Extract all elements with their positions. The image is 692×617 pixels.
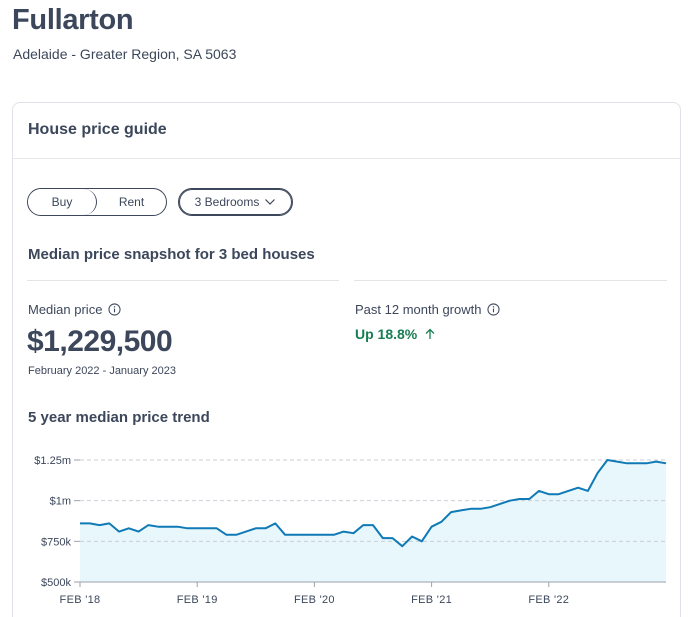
data-point xyxy=(470,508,472,510)
data-point xyxy=(138,531,140,533)
data-point xyxy=(128,527,130,529)
data-point xyxy=(548,493,550,495)
data-point xyxy=(646,462,648,464)
info-circle-icon[interactable] xyxy=(108,303,122,316)
snapshot-divider-right xyxy=(354,280,667,281)
price-trend-chart: $1.25m $1m $750k $500k FEB '18 FEB '19 FEB '20… xyxy=(34,455,667,606)
suburb-location: Adelaide - Greater Region, SA 5063 xyxy=(13,46,237,62)
data-point xyxy=(294,534,296,536)
data-point xyxy=(284,534,286,536)
data-point xyxy=(343,531,345,533)
data-point xyxy=(421,540,423,542)
data-point xyxy=(392,537,394,539)
bedrooms-dropdown[interactable]: 3 Bedrooms xyxy=(178,188,293,216)
data-point xyxy=(509,500,511,502)
y-tick-label: $750k xyxy=(41,536,71,548)
median-price-label-text: Median price xyxy=(28,302,103,317)
data-point xyxy=(157,526,159,528)
data-point xyxy=(265,527,267,529)
median-price-period: February 2022 - January 2023 xyxy=(28,365,176,377)
data-point xyxy=(499,503,501,505)
snapshot-title: Median price snapshot for 3 bed houses xyxy=(28,246,315,263)
buy-toggle-button[interactable]: Buy xyxy=(28,189,97,215)
data-point xyxy=(353,532,355,534)
y-tick-label: $1m xyxy=(50,496,71,508)
data-point xyxy=(655,461,657,463)
data-point xyxy=(216,527,218,529)
data-point xyxy=(196,527,198,529)
data-point xyxy=(313,534,315,536)
data-point xyxy=(479,508,481,510)
data-point xyxy=(577,487,579,489)
data-point xyxy=(665,462,667,464)
growth-value: Up 18.8% xyxy=(355,326,436,342)
data-point xyxy=(440,521,442,523)
rent-toggle-button[interactable]: Rent xyxy=(118,195,145,209)
data-point xyxy=(255,527,257,529)
x-tick-label: FEB '18 xyxy=(60,594,101,606)
growth-label: Past 12 month growth xyxy=(355,302,501,317)
data-point xyxy=(304,534,306,536)
data-point xyxy=(431,526,433,528)
info-circle-icon[interactable] xyxy=(487,303,501,316)
data-point xyxy=(362,524,364,526)
data-point xyxy=(118,531,120,533)
data-point xyxy=(450,511,452,513)
data-point xyxy=(597,472,599,474)
x-tick-label: FEB '22 xyxy=(528,594,569,606)
data-point xyxy=(519,498,521,500)
y-tick-label: $500k xyxy=(41,577,71,589)
data-point xyxy=(411,536,413,538)
data-point xyxy=(636,462,638,464)
card-title: House price guide xyxy=(28,121,167,138)
data-point xyxy=(177,526,179,528)
data-point xyxy=(382,537,384,539)
data-point xyxy=(372,524,374,526)
data-point xyxy=(274,522,276,524)
data-point xyxy=(99,524,101,526)
data-point xyxy=(460,509,462,511)
snapshot-divider-left xyxy=(27,280,339,281)
median-price-label: Median price xyxy=(28,302,122,317)
data-point xyxy=(333,534,335,536)
growth-value-text: Up 18.8% xyxy=(355,326,418,342)
chevron-down-icon xyxy=(265,199,276,205)
data-point xyxy=(567,490,569,492)
data-point xyxy=(489,506,491,508)
x-tick-label: FEB '19 xyxy=(177,594,218,606)
data-point xyxy=(89,522,91,524)
buy-rent-toggle: Buy Rent xyxy=(27,188,167,216)
data-point xyxy=(616,461,618,463)
data-point xyxy=(226,534,228,536)
data-point xyxy=(401,545,403,547)
data-point xyxy=(558,493,560,495)
trend-area xyxy=(80,460,666,582)
data-point xyxy=(186,527,188,529)
data-point xyxy=(245,531,247,533)
bedrooms-dropdown-label: 3 Bedrooms xyxy=(194,195,260,209)
data-point xyxy=(235,534,237,536)
card-divider xyxy=(13,158,680,159)
median-price-value: $1,229,500 xyxy=(27,325,173,358)
data-point xyxy=(206,527,208,529)
data-point xyxy=(147,524,149,526)
trend-title: 5 year median price trend xyxy=(28,409,210,426)
arrow-up-icon xyxy=(425,328,435,339)
data-point xyxy=(108,522,110,524)
data-point xyxy=(323,534,325,536)
data-point xyxy=(538,490,540,492)
suburb-title: Fullarton xyxy=(12,4,134,36)
x-tick-label: FEB '21 xyxy=(411,594,452,606)
data-point xyxy=(606,459,608,461)
data-point xyxy=(626,462,628,464)
trend-line xyxy=(80,459,667,548)
y-tick-label: $1.25m xyxy=(34,455,71,467)
growth-label-text: Past 12 month growth xyxy=(355,302,482,317)
x-tick-label: FEB '20 xyxy=(294,594,335,606)
data-point xyxy=(167,526,169,528)
data-point xyxy=(587,490,589,492)
data-point xyxy=(528,498,530,500)
data-point xyxy=(79,522,81,524)
